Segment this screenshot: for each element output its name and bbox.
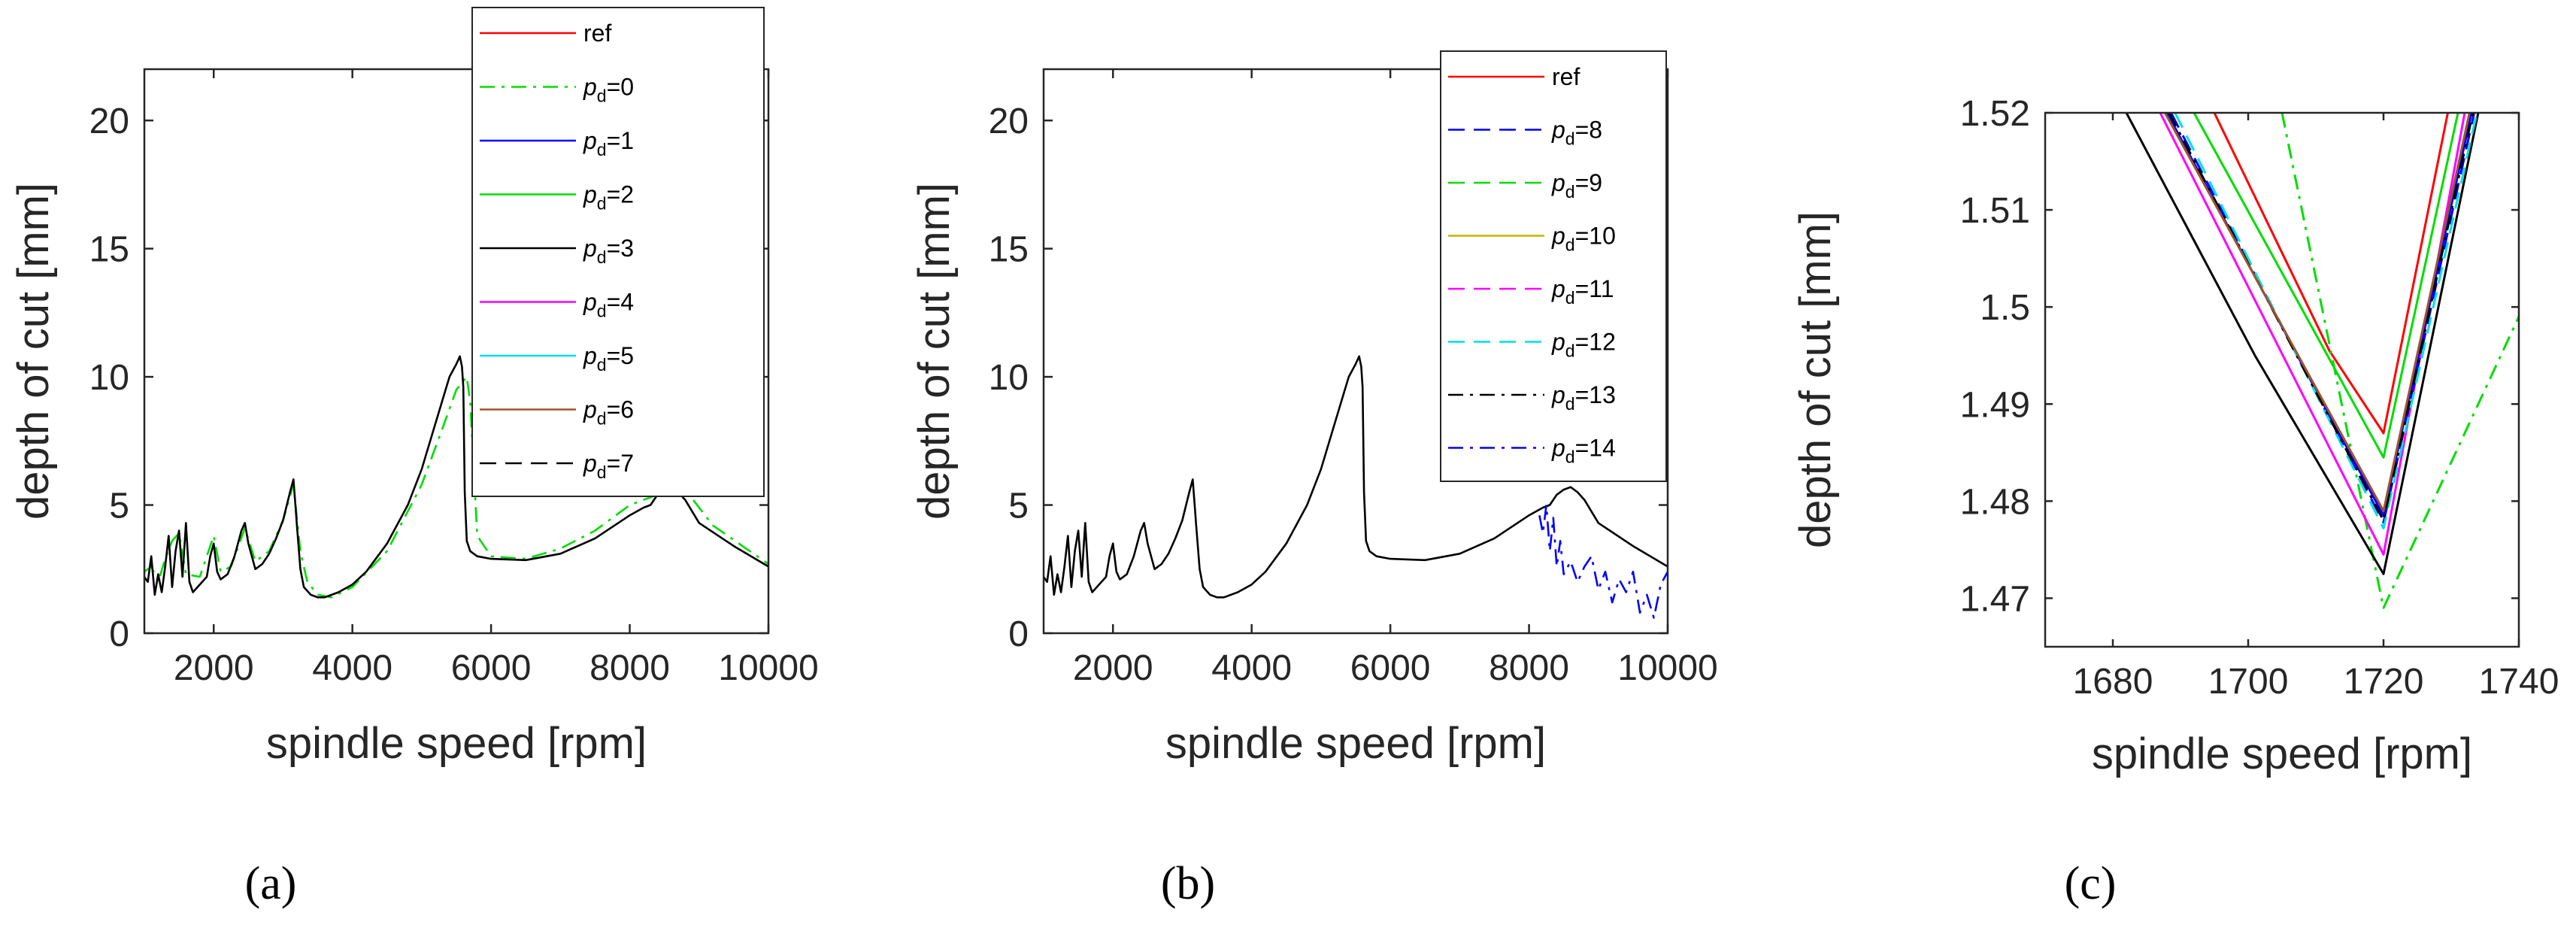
- x-tick-label: 2000: [1073, 648, 1153, 688]
- panel-a-ylabel: depth of cut [mm]: [9, 183, 58, 520]
- series-line-p-d-13: [2168, 113, 2474, 522]
- panel-c: 1680 1700 1720 17401.471.481.491.51.511.52 …: [1791, 94, 2559, 909]
- legend-entry-label: pd=1: [583, 127, 634, 159]
- panel-a-caption: (a): [245, 858, 297, 909]
- legend-entry-label: ref: [583, 20, 611, 47]
- panel-c-plot-frame: [2044, 111, 2520, 648]
- panel-a-plot-frame: [143, 68, 770, 635]
- panel-b-series: [1044, 355, 1668, 619]
- panel-c-series: [2125, 113, 2519, 609]
- y-tick-label: 10: [989, 358, 1029, 398]
- legend-box: [471, 7, 765, 497]
- series-line-p-d-0: [144, 375, 768, 599]
- y-tick-label: 5: [109, 487, 129, 526]
- y-tick-label: 1.52: [1960, 94, 2030, 134]
- x-tick-label: 10000: [718, 648, 818, 688]
- legend-entry-label: pd=8: [1551, 117, 1602, 149]
- y-tick-label: 15: [89, 230, 129, 270]
- legend-entry-label: pd=4: [583, 289, 634, 321]
- panel-c-xlabel: spindle speed [rpm]: [2092, 729, 2472, 778]
- legend-entry-label: ref: [1552, 63, 1580, 90]
- x-tick-label: 8000: [1489, 648, 1569, 688]
- x-tick-label: 4000: [1211, 648, 1292, 688]
- y-tick-label: 1.47: [1960, 579, 2030, 619]
- x-tick-label: 4000: [312, 648, 392, 688]
- legend-entry-label: pd=5: [583, 342, 634, 375]
- panel-b-legend: ref pd=8 pd=9 pd=10 pd=11 pd=12 pd=13 pd=14: [1440, 50, 1667, 482]
- x-tick-label: 1720: [2344, 662, 2424, 702]
- series-line-p-d-3: [2125, 113, 2480, 575]
- legend-entry-label: pd=11: [1551, 275, 1614, 308]
- x-tick-label: 2000: [174, 648, 254, 688]
- series-line-p-d-6: [2163, 113, 2471, 512]
- panel-b-plot-frame: [1042, 68, 1669, 635]
- legend-entry-label: pd=2: [583, 181, 634, 214]
- y-tick-label: 1.51: [1960, 191, 2030, 231]
- y-tick-label: 1.49: [1960, 385, 2030, 425]
- y-tick-label: 20: [89, 102, 129, 141]
- series-line-p-d-8: [2170, 113, 2476, 524]
- y-tick-label: 20: [989, 102, 1029, 141]
- panel-c-ticks: 1680 1700 1720 1740 1.47 1.48 1.49 1.5 1.51 1.52: [1960, 94, 2559, 702]
- series-line-ref: [1044, 355, 1668, 599]
- panel-a-series: [144, 355, 768, 599]
- panel-b-caption: (b): [1161, 858, 1215, 909]
- panel-b: 2000 4000 6000 8000 10000 0 5 10 15 20 spindle sp…: [910, 50, 1718, 909]
- series-line-p-d-2: [2193, 113, 2459, 459]
- panel-a: 2000 4000 6000 8000 10000 0 5 10 15 20 spindle sp…: [9, 7, 819, 909]
- legend-entry-label: pd=9: [1551, 169, 1602, 202]
- x-tick-label: 8000: [589, 648, 670, 688]
- y-tick-label: 1.48: [1960, 482, 2030, 522]
- series-line-p-d-0: [2281, 113, 2519, 609]
- legend-entry-label: pd=6: [583, 396, 634, 429]
- y-tick-label: 0: [1008, 614, 1029, 654]
- y-tick-label: 0: [109, 614, 129, 654]
- x-tick-label: 10000: [1617, 648, 1717, 688]
- legend-entry-label: pd=3: [583, 235, 634, 267]
- y-tick-label: 1.5: [1980, 288, 2030, 328]
- series-line-ref: [144, 355, 768, 599]
- legend-entry-label: pd=7: [583, 450, 634, 482]
- legend-entry-label: pd=13: [1551, 381, 1616, 414]
- panel-b-ylabel: depth of cut [mm]: [910, 183, 959, 520]
- panel-a-ticks: 2000 4000 6000 8000 10000 0 5 10 15 20: [89, 69, 819, 688]
- panel-a-xlabel: spindle speed [rpm]: [266, 719, 647, 768]
- series-line-ref: [2213, 113, 2449, 435]
- y-tick-label: 5: [1008, 487, 1029, 526]
- y-tick-label: 10: [89, 358, 129, 398]
- panel-c-caption: (c): [2065, 858, 2117, 909]
- legend-entry-label: pd=10: [1551, 223, 1616, 255]
- x-tick-label: 1740: [2479, 662, 2559, 702]
- panel-b-ticks: 2000 4000 6000 8000 10000 0 5 10 15 20: [989, 69, 1718, 688]
- y-tick-label: 15: [989, 230, 1029, 270]
- x-tick-label: 6000: [1350, 648, 1431, 688]
- x-tick-label: 1680: [2073, 662, 2153, 702]
- panel-c-ylabel: depth of cut [mm]: [1791, 211, 1840, 548]
- x-tick-label: 1700: [2208, 662, 2289, 702]
- legend-entry-label: pd=12: [1551, 329, 1616, 361]
- series-line-p-d-12: [2174, 113, 2478, 529]
- panel-a-legend: ref pd=0 pd=1 pd=2 pd=3 pd=4 pd=5 pd=6 pd=7: [471, 7, 765, 497]
- legend-entry-label: pd=0: [583, 74, 634, 106]
- panel-b-xlabel: spindle speed [rpm]: [1165, 719, 1546, 768]
- x-tick-label: 6000: [451, 648, 532, 688]
- legend-box: [1440, 50, 1667, 482]
- legend-entry-label: pd=14: [1551, 435, 1616, 467]
